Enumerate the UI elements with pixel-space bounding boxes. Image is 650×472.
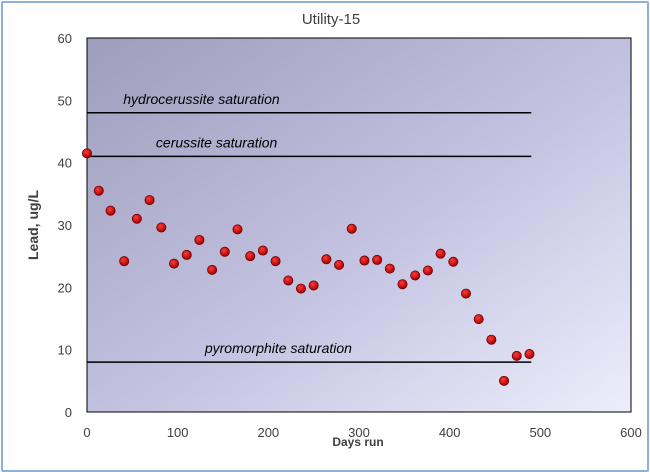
data-point: [194, 234, 205, 245]
x-tick-label: 400: [439, 425, 461, 440]
data-point: [460, 288, 471, 299]
data-point: [93, 185, 104, 196]
plot-area: [86, 37, 632, 413]
data-point: [270, 256, 281, 267]
y-tick-label: 10: [58, 343, 72, 358]
data-point: [119, 256, 130, 267]
data-point: [372, 254, 383, 265]
chart-title: Utility-15: [302, 11, 360, 28]
data-point: [346, 223, 357, 234]
y-tick-label: 60: [58, 31, 72, 46]
x-tick-label: 100: [167, 425, 189, 440]
data-point: [359, 255, 370, 266]
x-tick-label: 600: [620, 425, 642, 440]
data-point: [156, 222, 167, 233]
data-point: [435, 248, 446, 259]
data-point: [257, 245, 268, 256]
data-point: [105, 205, 116, 216]
data-point: [511, 350, 522, 361]
data-point: [321, 254, 332, 265]
y-axis-label: Lead, ug/L: [25, 190, 41, 260]
data-point: [524, 349, 535, 360]
data-point: [207, 264, 218, 275]
data-point: [499, 375, 510, 386]
data-point: [181, 249, 192, 260]
x-tick-label: 500: [529, 425, 551, 440]
reference-lines: hydrocerussite saturation cerussite satur…: [87, 91, 532, 363]
x-axis-ticks: 0 100 200 300 400 500 600: [83, 425, 641, 440]
saturation-label: pyromorphite saturation: [204, 340, 352, 356]
saturation-label: cerussite saturation: [156, 134, 278, 150]
data-point: [384, 263, 395, 274]
data-point: [131, 213, 142, 224]
data-point: [334, 259, 345, 270]
data-point: [448, 256, 459, 267]
data-point: [232, 224, 243, 235]
data-point: [169, 258, 180, 269]
x-tick-label: 200: [257, 425, 279, 440]
data-point: [486, 334, 497, 345]
y-tick-label: 20: [58, 280, 72, 295]
data-points: [82, 148, 535, 386]
x-axis-label: Days run: [332, 435, 383, 449]
data-point: [410, 270, 421, 281]
data-point: [219, 246, 230, 257]
data-point: [422, 265, 433, 276]
y-tick-label: 30: [58, 218, 72, 233]
y-tick-label: 0: [65, 405, 72, 420]
x-tick-label: 0: [83, 425, 90, 440]
data-point: [295, 283, 306, 294]
data-point: [283, 275, 294, 286]
y-axis-ticks: 0 10 20 30 40 50 60: [58, 31, 72, 420]
y-tick-label: 50: [58, 93, 72, 108]
saturation-label: hydrocerussite saturation: [123, 91, 280, 107]
data-point: [397, 279, 408, 290]
data-point: [308, 280, 319, 291]
y-tick-label: 40: [58, 156, 72, 171]
data-point: [245, 251, 256, 262]
data-point: [82, 148, 93, 159]
data-point: [473, 314, 484, 325]
data-point: [144, 195, 155, 206]
x-tick-label: 300: [348, 425, 370, 440]
